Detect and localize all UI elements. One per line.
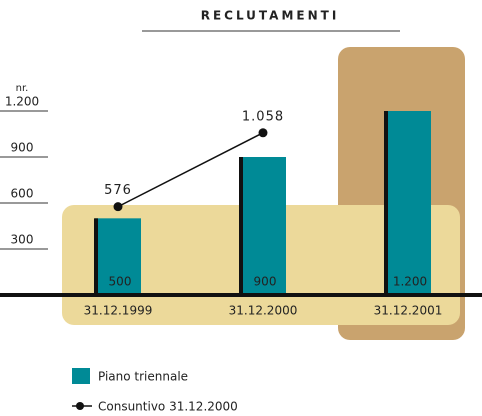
legend-swatch [72,368,90,384]
bar-edge [94,218,98,295]
bar-value-label: 1.200 [393,275,427,289]
bar-edge [384,111,388,295]
y-axis-label: nr. [16,83,29,94]
bar [385,111,431,295]
x-tick-label: 31.12.2000 [229,304,298,318]
y-tick-label: 900 [11,141,34,155]
x-tick-label: 31.12.1999 [84,304,153,318]
y-tick-label: 1.200 [5,95,39,109]
y-tick-label: 600 [11,187,34,201]
y-tick-label: 300 [11,233,34,247]
bar [240,157,286,295]
bar [95,218,141,295]
line-point [113,202,123,212]
bar-value-label: 500 [109,275,132,289]
line-point [258,128,268,138]
line-value-label: 576 [104,183,132,198]
bar-value-label: 900 [254,275,277,289]
x-tick-label: 31.12.2001 [374,304,443,318]
legend-label: Piano triennale [98,370,188,384]
line-value-label: 1.058 [242,109,284,124]
chart-title: RECLUTAMENTI [201,9,340,23]
legend-marker [76,402,84,410]
legend-label: Consuntivo 31.12.2000 [98,400,238,414]
line-series [117,132,264,208]
bar-edge [239,157,243,295]
